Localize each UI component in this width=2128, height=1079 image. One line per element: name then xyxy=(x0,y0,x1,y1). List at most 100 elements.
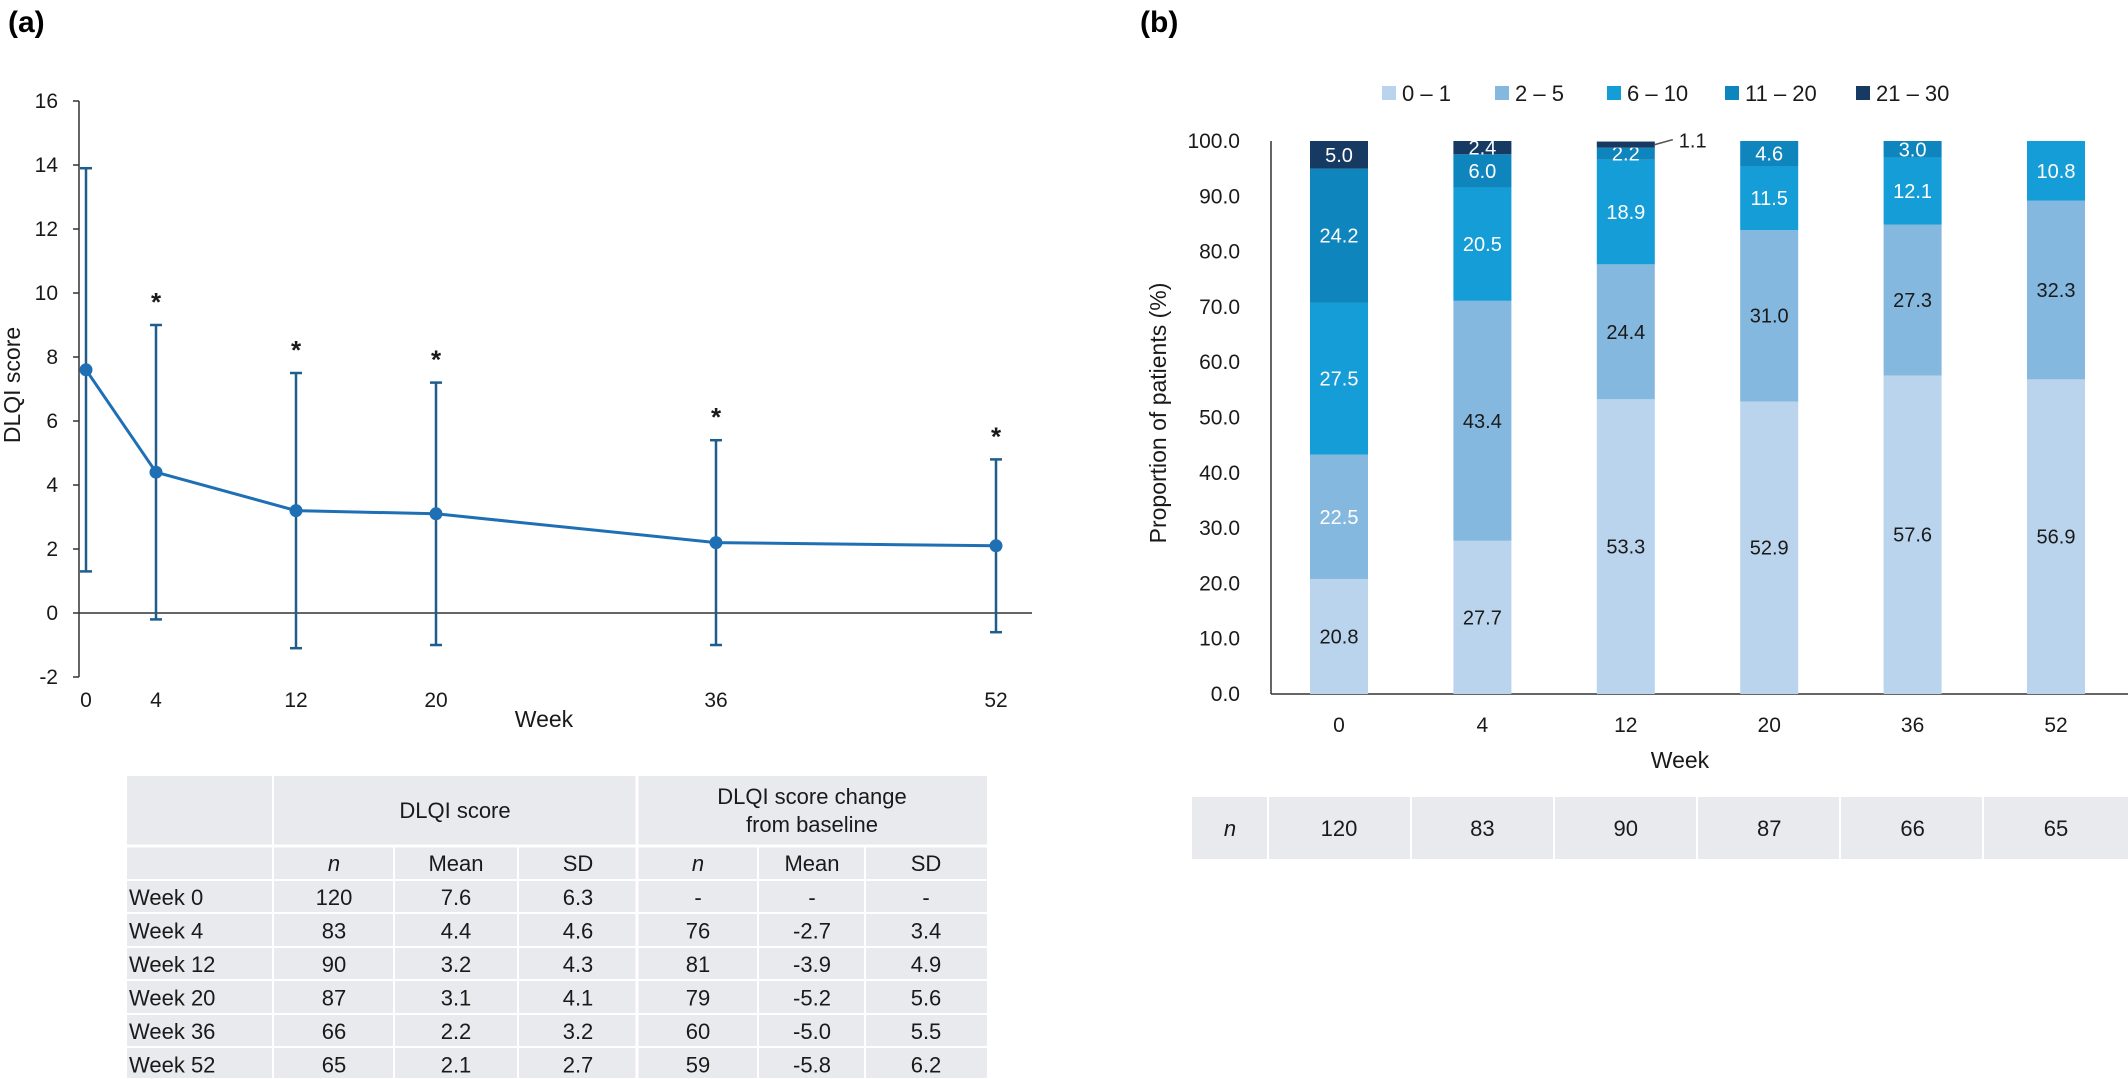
data-point xyxy=(149,465,163,479)
x-tick-label: 36 xyxy=(704,689,727,712)
bar-segment xyxy=(1453,300,1512,541)
significance-markers: * * * * * xyxy=(151,287,1002,451)
x-tick-label: 52 xyxy=(984,689,1007,712)
table-a-cell: 6.3 xyxy=(563,885,594,910)
segment-label: 20.5 xyxy=(1463,234,1502,256)
y-tick-label: 70.0 xyxy=(1199,296,1240,319)
segment-label: 43.4 xyxy=(1463,411,1502,433)
y-tick-label: 16 xyxy=(35,90,58,113)
table-a-cell: 3.2 xyxy=(563,1019,594,1044)
table-a-cell: - xyxy=(694,885,701,910)
x-tick-label: 12 xyxy=(1614,714,1637,737)
segment-label: 24.4 xyxy=(1606,322,1645,344)
table-b-cells: n 120 83 90 87 66 65 xyxy=(1224,797,2068,859)
segment-label: 52.9 xyxy=(1750,538,1789,560)
table-a-cell: 76 xyxy=(686,919,710,944)
mean-line xyxy=(84,368,997,548)
table-b-cell: 65 xyxy=(2044,816,2068,841)
bar-segment xyxy=(1883,224,1942,376)
y-tick-label: 8 xyxy=(46,346,58,369)
significance-star: * xyxy=(991,421,1002,451)
table-b-cell: 90 xyxy=(1614,816,1638,841)
legend-label: 2 – 5 xyxy=(1515,81,1564,106)
y-tick-label: 50.0 xyxy=(1199,407,1240,430)
bar-segment xyxy=(1596,147,1655,160)
x-tick-label: 20 xyxy=(1758,714,1781,737)
bar-segment xyxy=(2027,141,2085,201)
table-a-cell: 60 xyxy=(686,1019,710,1044)
table-a-row-label: Week 52 xyxy=(129,1053,215,1078)
legend-swatch xyxy=(1856,86,1870,100)
y-tick-label: 0 xyxy=(46,602,58,625)
table-a-cell: 59 xyxy=(686,1053,710,1078)
table-a: DLQI score DLQI score change from baselin… xyxy=(127,776,987,1078)
table-a-cell: 3.4 xyxy=(911,919,942,944)
y-tick-label: -2 xyxy=(39,666,58,689)
bar-segment xyxy=(1596,264,1655,400)
segment-label: 5.0 xyxy=(1325,145,1353,167)
data-point xyxy=(79,363,93,377)
y-tick-label: 60.0 xyxy=(1199,351,1240,374)
table-a-subheader: n xyxy=(328,851,340,876)
segment-label: 18.9 xyxy=(1606,202,1645,224)
segment-label: 53.3 xyxy=(1606,537,1645,559)
bar-segment xyxy=(1883,141,1942,158)
table-a-cell: 81 xyxy=(686,952,710,977)
legend-swatch xyxy=(1495,86,1509,100)
y-tick-label: 10 xyxy=(35,282,58,305)
data-point xyxy=(289,504,303,518)
line-chart: -2 0 2 4 6 8 10 12 14 16 0 4 12 20 36 52 Week DLQI sco… xyxy=(0,90,1032,732)
y-tick-label: 100.0 xyxy=(1187,130,1240,153)
x-axis-ticks: 0 4 12 20 36 52 xyxy=(1333,714,2068,737)
table-a-subheader: SD xyxy=(563,851,594,876)
bar-segment xyxy=(1883,375,1942,694)
segment-label: 3.0 xyxy=(1899,139,1927,161)
data-point xyxy=(709,536,723,550)
segment-label: 57.6 xyxy=(1893,525,1932,547)
segment-label: 56.9 xyxy=(2037,527,2076,549)
y-tick-label: 4 xyxy=(46,474,58,497)
y-tick-label: 0.0 xyxy=(1211,683,1240,706)
bar-segment xyxy=(1596,159,1655,265)
table-a-group-header: DLQI score xyxy=(399,798,510,823)
significance-star: * xyxy=(291,335,302,365)
bar-segment xyxy=(1453,540,1512,694)
data-point xyxy=(429,507,443,521)
table-a-background xyxy=(127,776,987,1078)
y-tick-label: 6 xyxy=(46,410,58,433)
table-a-cell: 83 xyxy=(322,919,346,944)
y-axis-ticks: 0.0 10.0 20.0 30.0 40.0 50.0 60.0 70.0 80.0 90.0 1… xyxy=(1187,130,1240,706)
bar-segment xyxy=(1310,168,1368,303)
y-axis-title: Proportion of patients (%) xyxy=(1145,283,1171,544)
y-tick-label: 30.0 xyxy=(1199,517,1240,540)
y-tick-label: 40.0 xyxy=(1199,462,1240,485)
table-a-row-label: Week 0 xyxy=(129,885,203,910)
segment-label: 1.1 xyxy=(1679,131,1707,153)
table-a-cell: 79 xyxy=(686,986,710,1011)
data-point xyxy=(989,539,1003,553)
segment-label: 31.0 xyxy=(1750,306,1789,328)
table-a-cell: 5.6 xyxy=(911,986,942,1011)
table-a-cell: 6.2 xyxy=(911,1053,942,1078)
bar-segment xyxy=(1596,141,1655,148)
callout-line xyxy=(1654,138,1674,146)
segment-label: 10.8 xyxy=(2037,161,2076,183)
x-tick-label: 0 xyxy=(80,689,92,712)
x-tick-label: 52 xyxy=(2044,714,2067,737)
y-tick-label: 20.0 xyxy=(1199,572,1240,595)
table-a-subheader: SD xyxy=(911,851,942,876)
bar-segment xyxy=(1883,157,1942,225)
table-a-cell: -5.0 xyxy=(793,1019,831,1044)
table-a-group-header-line: from baseline xyxy=(746,812,878,837)
y-tick-label: 10.0 xyxy=(1199,628,1240,651)
bar-segment xyxy=(1740,166,1799,231)
table-a-cell: 4.1 xyxy=(563,986,594,1011)
segment-label: 22.5 xyxy=(1320,507,1359,529)
y-tick-label: 14 xyxy=(35,154,59,177)
panel-a-label: (a) xyxy=(8,6,45,39)
legend-swatch xyxy=(1607,86,1621,100)
stacked-bar-chart: 0 – 1 2 – 5 6 – 10 11 – 20 21 – 30 0.0 10.0 20… xyxy=(1145,81,2128,773)
table-b-cell: 87 xyxy=(1757,816,1781,841)
table-a-row-label: Week 4 xyxy=(129,919,203,944)
legend-label: 0 – 1 xyxy=(1402,81,1451,106)
